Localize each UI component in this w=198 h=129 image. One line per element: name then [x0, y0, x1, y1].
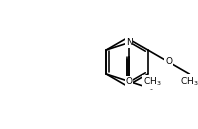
Text: CH$_3$: CH$_3$ — [143, 75, 161, 88]
Text: N: N — [126, 38, 132, 47]
Text: CH$_3$: CH$_3$ — [180, 75, 198, 87]
Text: O: O — [165, 58, 172, 67]
Text: O: O — [126, 77, 132, 86]
Text: N: N — [126, 77, 132, 86]
